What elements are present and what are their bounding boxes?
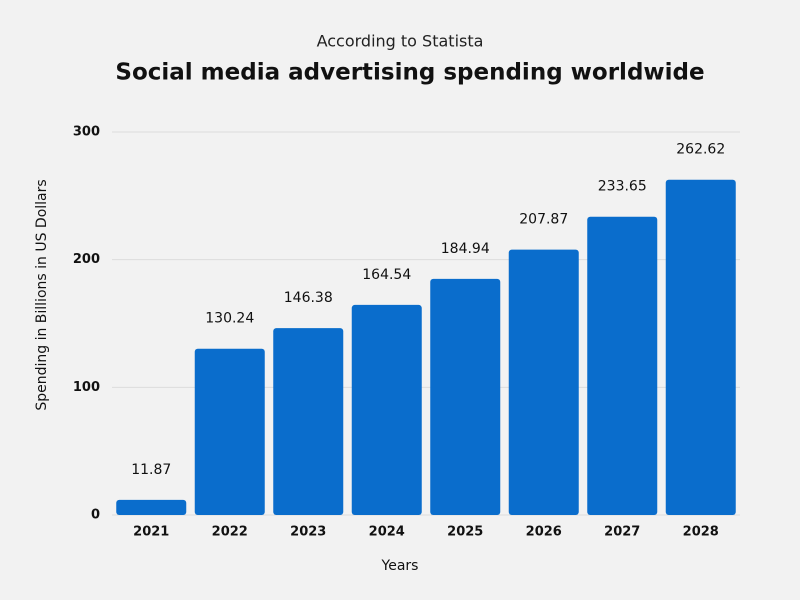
x-axis-label: Years [381,558,419,574]
data-label: 184.94 [441,241,490,257]
bar [665,179,736,515]
data-label: 207.87 [519,212,568,228]
bar [116,499,187,515]
data-label: 233.65 [598,179,647,195]
x-tick-label: 2025 [447,525,483,540]
x-tick-label: 2023 [290,525,326,540]
bar [508,249,579,515]
bar [351,304,422,515]
bar [587,216,658,515]
x-tick-label: 2027 [604,525,640,540]
data-label: 262.62 [676,142,725,158]
x-tick-label: 2026 [526,525,562,540]
x-tick-label: 2021 [133,525,169,540]
chart-subtitle: According to Statista [317,32,484,51]
bar [273,328,344,515]
y-tick-label: 0 [91,508,100,523]
data-label: 164.54 [362,267,411,283]
data-label: 130.24 [205,311,254,327]
y-tick-label: 200 [73,252,100,267]
bar [430,278,501,515]
x-tick-label: 2024 [369,525,405,540]
chart-title: Social media advertising spending worldw… [115,60,704,86]
x-tick-label: 2022 [212,525,248,540]
y-tick-label: 300 [73,125,100,140]
y-axis-label: Spending in Billions in US Dollars [34,179,50,410]
bar [194,348,265,515]
x-tick-label: 2028 [683,525,719,540]
y-tick-label: 100 [73,380,100,395]
data-label: 11.87 [131,462,171,478]
data-label: 146.38 [284,290,333,306]
